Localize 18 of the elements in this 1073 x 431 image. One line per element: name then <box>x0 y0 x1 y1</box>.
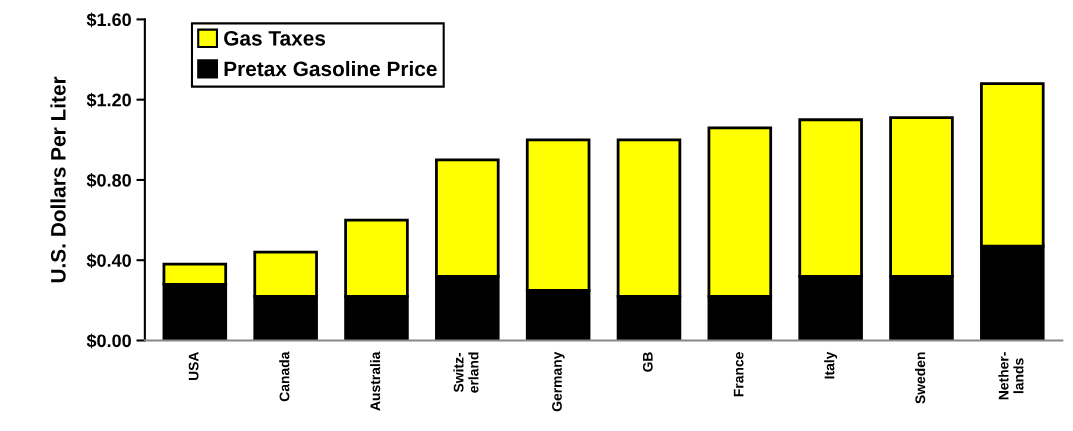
y-tick-label: $0.40 <box>86 253 131 269</box>
y-tick-label: $0.00 <box>86 333 131 349</box>
y-axis-title: U.S. Dollars Per Liter <box>50 76 66 283</box>
x-tick-label: Italy <box>824 351 838 379</box>
legend-label: Pretax Gasoline Price <box>224 60 437 77</box>
x-tick-label: GB <box>642 352 653 372</box>
x-tick-label: Canada <box>279 351 290 402</box>
x-tick-label: Sweden <box>915 352 926 404</box>
x-tick-label: Nether- lands <box>998 352 1024 400</box>
x-tick-label: USA <box>188 351 199 381</box>
x-tick-label: Germany <box>552 351 565 412</box>
y-tick-label: $1.60 <box>86 12 131 28</box>
x-tick-label: France <box>733 352 744 397</box>
y-tick-label: $0.80 <box>86 173 131 188</box>
x-tick-label: Switz- erland <box>453 352 479 393</box>
y-tick-label: $1.20 <box>86 92 131 108</box>
legend-label: Gas Taxes <box>224 30 326 46</box>
x-tick-label: Australia <box>370 351 381 411</box>
